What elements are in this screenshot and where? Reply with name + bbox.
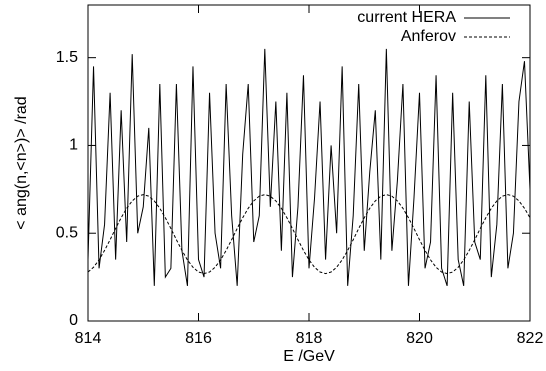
y-tick-label: 0.5 (56, 224, 78, 241)
x-tick-label: 816 (185, 330, 212, 347)
x-tick-label: 818 (296, 330, 323, 347)
x-tick-label: 822 (517, 330, 544, 347)
x-tick-label: 814 (75, 330, 102, 347)
y-axis-label: < ang(n,<n>)> /rad (13, 96, 30, 229)
y-tick-label: 0 (69, 312, 78, 329)
x-axis-label: E /GeV (283, 348, 335, 365)
y-tick-label: 1.5 (56, 49, 78, 66)
series-line (87, 48, 531, 287)
x-tick-label: 820 (406, 330, 433, 347)
y-tick-label: 1 (69, 137, 78, 154)
legend-label: current HERA (357, 9, 456, 26)
legend-label: Anferov (401, 28, 456, 45)
